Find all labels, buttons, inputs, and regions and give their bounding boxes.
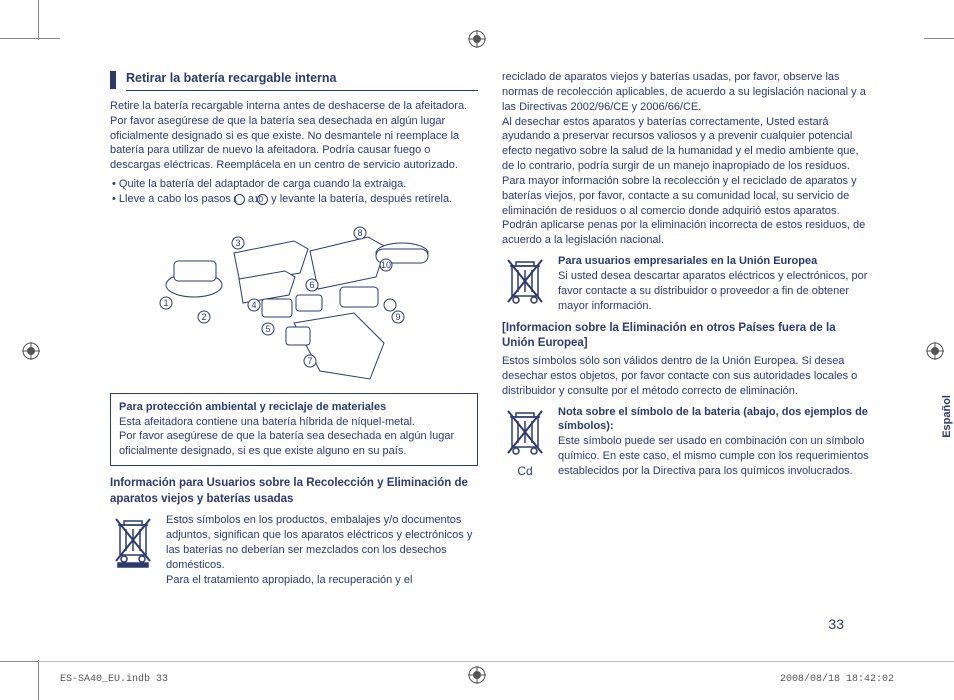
svg-text:6: 6 xyxy=(309,280,314,290)
exploded-diagram: 1 2 3 4 5 6 7 8 9 10 xyxy=(144,213,444,383)
svg-text:9: 9 xyxy=(395,312,400,322)
left-column: Retirar la batería recargable interna Re… xyxy=(110,70,478,630)
intro-paragraph: Retire la batería recargable interna ant… xyxy=(110,99,478,173)
icon-text: Estos símbolos en los productos, embalaj… xyxy=(166,513,478,587)
language-tab: Español xyxy=(940,395,954,438)
icon-title: Nota sobre el símbolo de la bateria (aba… xyxy=(558,405,870,435)
registration-mark-icon xyxy=(468,30,486,48)
footer-filename: ES-SA40_EU.indb 33 xyxy=(60,673,168,687)
registration-mark-icon xyxy=(22,342,40,360)
page-number: 33 xyxy=(828,615,844,634)
recycle-note-box: Para protección ambiental y reciclaje de… xyxy=(110,393,478,466)
svg-text:10: 10 xyxy=(381,260,391,270)
page-content: Retirar la batería recargable interna Re… xyxy=(110,70,870,630)
bullet-item: • Lleve a cabo los pasos 1 a 10 y levant… xyxy=(120,192,478,207)
chemical-symbol: Cd xyxy=(502,463,548,479)
svg-text:3: 3 xyxy=(235,238,240,248)
bullet-item: • Quite la batería del adaptador de carg… xyxy=(120,177,478,192)
icon-title: Para usuarios empresariales en la Unión … xyxy=(558,254,870,269)
weee-bin-icon xyxy=(110,513,156,574)
footer-timestamp: 2008/08/18 18:42:02 xyxy=(780,673,894,687)
subheading: Información para Usuarios sobre la Recol… xyxy=(110,476,478,507)
registration-mark-icon xyxy=(926,342,944,360)
print-footer: ES-SA40_EU.indb 33 2008/08/18 18:42:02 xyxy=(60,673,894,687)
continuation-paragraph: reciclado de aparatos viejos y baterías … xyxy=(502,70,870,248)
svg-text:4: 4 xyxy=(251,300,256,310)
svg-text:2: 2 xyxy=(201,312,206,322)
weee-bin-cd-icon: Cd xyxy=(502,405,548,480)
icon-text: Este símbolo puede ser usado en combinac… xyxy=(558,434,870,479)
box-title: Para protección ambiental y reciclaje de… xyxy=(119,400,469,415)
svg-text:8: 8 xyxy=(357,228,362,238)
box-body: Esta afeitadora contiene una batería híb… xyxy=(119,415,469,460)
bullet-list: • Quite la batería del adaptador de carg… xyxy=(112,177,478,207)
subheading: [Informacion sobre la Eliminación en otr… xyxy=(502,321,870,352)
svg-text:1: 1 xyxy=(163,298,168,308)
heading-text: Retirar la batería recargable interna xyxy=(126,71,337,85)
svg-text:5: 5 xyxy=(265,324,270,334)
weee-bin-icon xyxy=(502,254,548,315)
paragraph: Estos símbolos sólo son válidos dentro d… xyxy=(502,354,870,399)
icon-text: Si usted desea descartar aparatos eléctr… xyxy=(558,269,870,314)
svg-text:7: 7 xyxy=(307,356,312,366)
right-column: reciclado de aparatos viejos y baterías … xyxy=(502,70,870,630)
section-heading: Retirar la batería recargable interna xyxy=(110,70,478,91)
